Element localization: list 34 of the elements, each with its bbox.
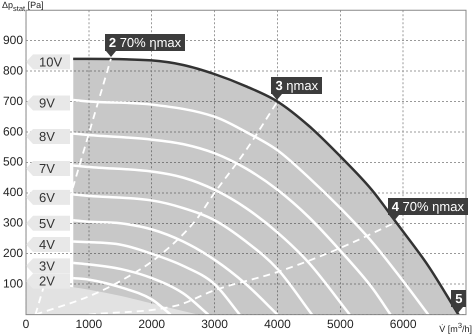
y-tick-label: 100 bbox=[2, 276, 24, 290]
y-tick-label: 900 bbox=[2, 32, 24, 47]
y-tick-label: 700 bbox=[2, 94, 24, 108]
x-tick-label: 1000 bbox=[76, 317, 103, 332]
series-label: 7V bbox=[39, 161, 56, 176]
annotation: 4 70% ηmax bbox=[388, 198, 468, 216]
x-tick-label: 6000 bbox=[390, 317, 417, 332]
x-tick-label: 2000 bbox=[138, 317, 166, 332]
callout: 5 bbox=[451, 290, 466, 315]
series-label: 3V bbox=[39, 258, 56, 274]
series-label: 6V bbox=[39, 190, 56, 205]
annotation: 3 ηmax bbox=[271, 76, 322, 94]
series-label: 10V bbox=[39, 54, 62, 70]
x-tick-label: 5000 bbox=[326, 317, 354, 332]
annotation: 2 70% ηmax bbox=[104, 34, 186, 51]
y-tick-label: 200 bbox=[2, 246, 24, 260]
y-tick-label: 600 bbox=[2, 124, 24, 138]
y-tick-label: 400 bbox=[2, 185, 24, 200]
x-axis-title: V̇ [m$^{3}$/h] bbox=[439, 321, 472, 334]
series-label: 5V bbox=[39, 216, 56, 231]
x-tick-label: 3000 bbox=[201, 317, 228, 332]
y-tick-label: 300 bbox=[2, 216, 24, 230]
y-axis-title: Δp$_{stat}$ [Pa] bbox=[2, 0, 44, 14]
annotation: 5 bbox=[455, 290, 462, 306]
series-label: 2V bbox=[39, 274, 56, 289]
series-label: 4V bbox=[39, 237, 56, 252]
series-label: 8V bbox=[39, 129, 56, 144]
y-tick-label: 500 bbox=[2, 154, 24, 169]
series-label: 9V bbox=[39, 96, 56, 111]
x-tick-label: 4000 bbox=[264, 317, 292, 332]
callout: 3 ηmax bbox=[271, 76, 322, 102]
callout: 2 70% ηmax bbox=[104, 34, 186, 59]
y-tick-label: 800 bbox=[2, 63, 24, 78]
x-tick-label: 0 bbox=[22, 317, 30, 332]
